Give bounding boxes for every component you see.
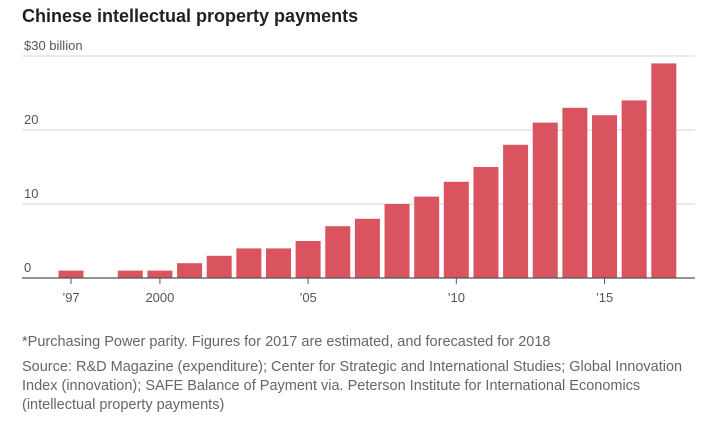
- bar: [206, 255, 232, 278]
- bar: [473, 167, 499, 278]
- bar: [177, 263, 203, 278]
- bar: [621, 100, 647, 279]
- bar: [147, 270, 173, 278]
- x-tick-label: ’97: [62, 290, 79, 305]
- bar: [236, 248, 262, 278]
- bar: [265, 248, 291, 278]
- x-tick-label: ’05: [299, 290, 316, 305]
- bar: [117, 270, 143, 278]
- bar-chart: 0 10 20 $30 billion ’97 2000 ’05 ’10 ’15: [22, 38, 695, 305]
- bar: [325, 226, 351, 278]
- chart-title: Chinese intellectual property payments: [22, 6, 359, 26]
- bar: [354, 218, 380, 278]
- y-tick-label: $30 billion: [24, 38, 83, 53]
- bar: [295, 241, 321, 278]
- bar: [384, 204, 410, 278]
- bar: [562, 107, 588, 278]
- chart-notes: *Purchasing Power parity. Figures for 20…: [22, 333, 702, 421]
- x-tick-label: ’15: [596, 290, 613, 305]
- bar: [58, 270, 84, 278]
- y-tick-label: 20: [24, 112, 38, 127]
- bar: [503, 144, 529, 278]
- footnote: *Purchasing Power parity. Figures for 20…: [22, 334, 551, 350]
- bar: [443, 181, 469, 278]
- y-tick-label: 0: [24, 260, 31, 275]
- x-tick-label: 2000: [145, 290, 174, 305]
- bar: [414, 196, 440, 278]
- bar: [651, 63, 677, 279]
- bar: [532, 122, 558, 278]
- y-tick-label: 10: [24, 186, 38, 201]
- x-tick-label: ’10: [448, 290, 465, 305]
- source-note: Source: R&D Magazine (expenditure); Cent…: [22, 359, 683, 413]
- bar: [592, 115, 618, 278]
